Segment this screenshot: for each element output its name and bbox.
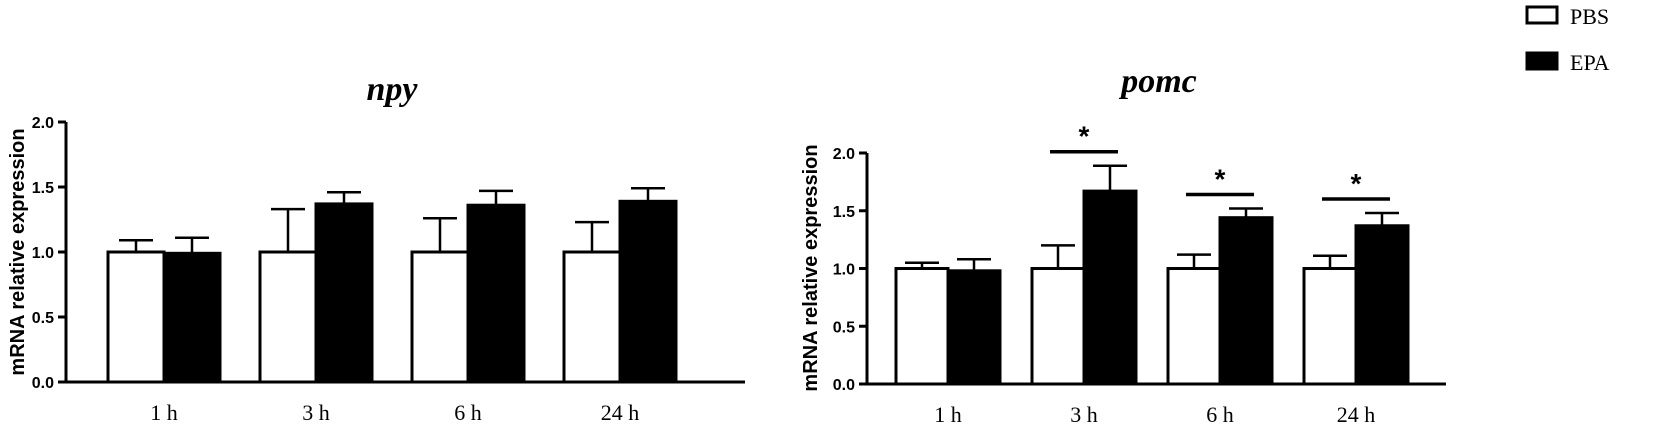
x-tick-label: 6 h bbox=[454, 400, 482, 425]
chart-npy: npy mRNA relative expression 0.0 0.5 1.0 1.… bbox=[7, 71, 745, 425]
x-tick-label: 3 h bbox=[302, 400, 330, 425]
bar-pbs bbox=[1302, 267, 1358, 386]
chart-pomc: pomc mRNA relative expression 0.0 0.5 1.0 1… bbox=[800, 63, 1446, 427]
y-tick-label: 1.5 bbox=[833, 204, 855, 221]
x-tick-label: 24 h bbox=[601, 400, 640, 425]
chart-title: npy bbox=[367, 71, 419, 108]
significance-star: * bbox=[1215, 163, 1226, 194]
legend: PBS EPA bbox=[1525, 4, 1610, 75]
bar-pbs bbox=[258, 250, 318, 384]
bar-epa bbox=[162, 251, 222, 384]
legend-swatch-pbs bbox=[1525, 5, 1559, 25]
chart-marks: 0.0 0.5 1.0 1.5 2.0 1 h 3 h 6 h 24 h bbox=[32, 115, 745, 425]
x-tick-label: 3 h bbox=[1070, 402, 1098, 427]
bar-epa bbox=[314, 202, 374, 384]
legend-swatch-epa bbox=[1525, 51, 1559, 71]
bar-pbs bbox=[894, 267, 950, 386]
bar-epa bbox=[1218, 216, 1274, 386]
y-tick-label: 2.0 bbox=[833, 146, 855, 163]
x-tick-label: 24 h bbox=[1337, 402, 1376, 427]
bar-epa bbox=[1354, 224, 1410, 386]
y-tick-label: 0.5 bbox=[833, 319, 855, 336]
y-tick-label: 0.0 bbox=[833, 377, 855, 394]
bar-epa bbox=[618, 199, 678, 384]
y-axis-label: mRNA relative expression bbox=[800, 144, 822, 391]
x-tick-label: 1 h bbox=[150, 400, 178, 425]
bar-pbs bbox=[410, 250, 470, 384]
y-tick-label: 1.0 bbox=[833, 262, 855, 279]
bar-epa bbox=[1082, 189, 1138, 386]
x-tick-label: 1 h bbox=[934, 402, 962, 427]
chart-marks: 0.0 0.5 1.0 1.5 2.0 1 h 3 h 6 h 24 h * * * bbox=[833, 121, 1446, 427]
bar-pbs bbox=[1030, 267, 1086, 386]
significance-star: * bbox=[1079, 121, 1090, 152]
y-axis-label: mRNA relative expression bbox=[7, 128, 29, 375]
legend-label-pbs: PBS bbox=[1570, 4, 1609, 29]
bar-pbs bbox=[562, 250, 622, 384]
y-tick-label: 2.0 bbox=[32, 115, 54, 132]
bar-epa bbox=[946, 269, 1002, 386]
bar-pbs bbox=[106, 250, 166, 384]
chart-title: pomc bbox=[1118, 63, 1197, 100]
bar-pbs bbox=[1166, 267, 1222, 386]
y-tick-label: 1.0 bbox=[32, 245, 54, 262]
y-tick-label: 1.5 bbox=[32, 180, 54, 197]
x-tick-label: 6 h bbox=[1206, 402, 1234, 427]
legend-label-epa: EPA bbox=[1570, 50, 1610, 75]
y-tick-label: 0.0 bbox=[32, 375, 54, 392]
significance-star: * bbox=[1351, 168, 1362, 199]
bar-epa bbox=[466, 203, 526, 384]
y-tick-label: 0.5 bbox=[32, 310, 54, 327]
